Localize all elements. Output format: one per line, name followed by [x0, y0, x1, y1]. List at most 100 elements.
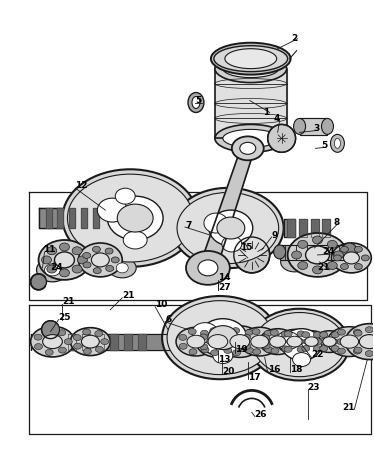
Ellipse shape: [58, 330, 66, 336]
Ellipse shape: [329, 339, 338, 344]
Polygon shape: [178, 210, 189, 236]
Text: 21: 21: [122, 291, 135, 300]
Ellipse shape: [91, 253, 109, 267]
Text: 22: 22: [312, 350, 324, 359]
Text: 19: 19: [235, 345, 248, 354]
Polygon shape: [215, 68, 286, 138]
Ellipse shape: [295, 331, 328, 352]
Ellipse shape: [59, 269, 70, 277]
Ellipse shape: [353, 329, 361, 335]
Ellipse shape: [222, 344, 230, 350]
Ellipse shape: [116, 263, 128, 273]
Ellipse shape: [167, 301, 273, 375]
Ellipse shape: [62, 169, 198, 267]
Ellipse shape: [200, 344, 208, 350]
Ellipse shape: [31, 326, 74, 357]
Ellipse shape: [123, 231, 147, 249]
Ellipse shape: [47, 247, 57, 255]
Ellipse shape: [240, 142, 256, 154]
Ellipse shape: [230, 339, 237, 344]
Ellipse shape: [355, 247, 362, 252]
Ellipse shape: [354, 347, 362, 353]
Polygon shape: [199, 148, 255, 268]
Ellipse shape: [331, 332, 339, 338]
Ellipse shape: [233, 350, 240, 356]
Text: 10: 10: [155, 300, 168, 309]
Ellipse shape: [313, 236, 322, 244]
Ellipse shape: [327, 262, 337, 269]
Ellipse shape: [176, 327, 216, 356]
Text: 21: 21: [342, 403, 355, 412]
Text: 26: 26: [255, 410, 267, 419]
Polygon shape: [62, 333, 185, 350]
Ellipse shape: [302, 345, 310, 352]
Ellipse shape: [296, 339, 304, 344]
Polygon shape: [110, 333, 118, 350]
Ellipse shape: [200, 330, 208, 336]
Ellipse shape: [262, 335, 270, 341]
Polygon shape: [283, 219, 295, 237]
Text: 27: 27: [218, 283, 230, 292]
Ellipse shape: [340, 247, 349, 252]
Ellipse shape: [83, 329, 91, 335]
Ellipse shape: [107, 196, 163, 240]
Ellipse shape: [59, 243, 70, 251]
Ellipse shape: [268, 124, 295, 152]
Ellipse shape: [297, 331, 305, 337]
Text: 4: 4: [273, 114, 280, 123]
Ellipse shape: [270, 339, 278, 344]
Ellipse shape: [319, 339, 327, 344]
Text: 12: 12: [76, 180, 88, 190]
Ellipse shape: [72, 265, 82, 273]
Text: 16: 16: [268, 365, 280, 374]
Ellipse shape: [192, 96, 200, 108]
Ellipse shape: [198, 260, 218, 276]
Ellipse shape: [292, 352, 310, 367]
Ellipse shape: [280, 252, 309, 272]
Ellipse shape: [240, 327, 280, 356]
Ellipse shape: [323, 337, 336, 346]
Ellipse shape: [199, 319, 247, 357]
Ellipse shape: [204, 213, 228, 233]
Ellipse shape: [334, 138, 340, 148]
Ellipse shape: [250, 309, 349, 380]
Ellipse shape: [278, 339, 286, 344]
Ellipse shape: [208, 326, 238, 350]
Ellipse shape: [298, 240, 308, 248]
Text: 1: 1: [263, 108, 270, 117]
Ellipse shape: [314, 339, 322, 344]
Ellipse shape: [189, 349, 197, 355]
Polygon shape: [255, 335, 285, 349]
Ellipse shape: [284, 331, 292, 337]
Ellipse shape: [105, 248, 113, 254]
Polygon shape: [70, 208, 76, 228]
Text: 11: 11: [43, 246, 55, 255]
Ellipse shape: [45, 328, 52, 334]
Polygon shape: [300, 118, 328, 135]
Ellipse shape: [211, 350, 218, 356]
Ellipse shape: [270, 336, 286, 347]
Ellipse shape: [286, 339, 295, 344]
Ellipse shape: [95, 346, 103, 352]
Polygon shape: [96, 333, 104, 350]
Ellipse shape: [179, 334, 187, 341]
Ellipse shape: [196, 326, 240, 357]
Ellipse shape: [177, 192, 279, 264]
Text: 20: 20: [222, 367, 234, 376]
Ellipse shape: [214, 46, 288, 72]
Ellipse shape: [108, 258, 136, 278]
Polygon shape: [322, 219, 331, 237]
Ellipse shape: [55, 252, 74, 268]
Text: 5: 5: [321, 141, 328, 150]
Ellipse shape: [346, 323, 374, 360]
Text: 21: 21: [317, 263, 329, 272]
Ellipse shape: [42, 256, 52, 264]
Ellipse shape: [208, 334, 228, 349]
Text: 23: 23: [307, 383, 320, 392]
Ellipse shape: [223, 329, 231, 335]
Ellipse shape: [234, 237, 270, 273]
Text: 3: 3: [313, 124, 319, 133]
Ellipse shape: [254, 313, 346, 377]
Ellipse shape: [79, 243, 122, 277]
Ellipse shape: [253, 349, 261, 355]
